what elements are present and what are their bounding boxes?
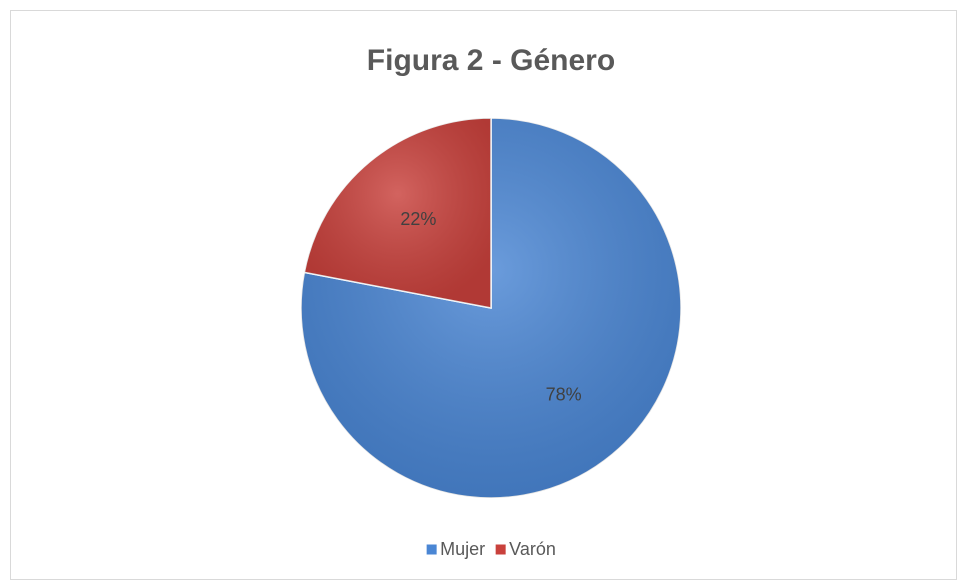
legend-label: Mujer	[440, 539, 485, 559]
data-label: 78%	[546, 385, 582, 405]
legend-swatch	[425, 543, 438, 556]
legend-label: Varón	[509, 539, 556, 559]
data-label: 22%	[400, 209, 436, 229]
slice-shade	[304, 118, 491, 308]
legend-swatch	[494, 543, 507, 556]
chart-title: Figura 2 - Género	[367, 44, 615, 77]
